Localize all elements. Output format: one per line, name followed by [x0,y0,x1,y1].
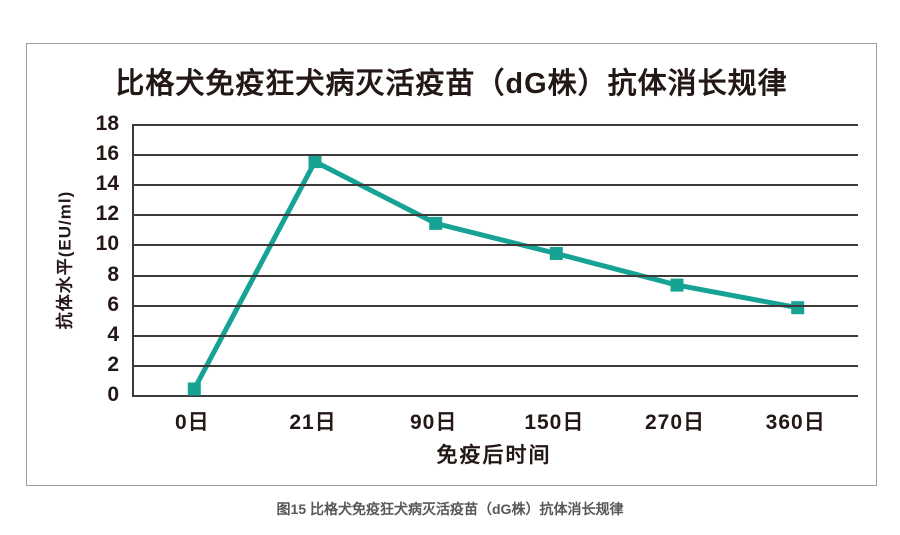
x-tick-label: 21日 [289,411,337,434]
x-tick-label: 270日 [645,411,706,434]
y-tick-label: 8 [107,262,119,286]
x-tick-labels: 0日 21日 90日 150日 270日 360日 [132,406,856,436]
y-tick-label: 16 [95,142,119,166]
gridline [132,214,858,217]
plot-area [132,124,858,397]
y-tick-label: 4 [107,322,119,346]
data-point-marker [308,155,322,169]
x-tick-label: 150日 [524,411,585,434]
y-tick-label: 12 [95,202,119,226]
gridline [132,154,858,157]
x-tick-label: 90日 [410,411,458,434]
data-point-marker [791,301,805,315]
series-line [192,158,799,391]
y-tick-label: 0 [107,383,119,406]
gridline [132,364,858,367]
y-tick-labels: 0 2 4 6 8 10 12 14 16 18 [69,113,119,406]
figure-caption: 图15 比格犬免疫狂犬病灭活疫苗（dG株）抗体消长规律 [276,501,624,517]
series-line-svg [187,155,805,396]
gridline [132,124,858,126]
y-tick-label: 18 [95,112,119,135]
data-point-marker [429,216,443,230]
y-tick-label: 14 [95,172,119,196]
chart-title: 比格犬免疫狂犬病灭活疫苗（dG株）抗体消长规律 [115,68,788,100]
data-point-marker [549,247,563,260]
gridline [132,274,858,277]
gridline [132,304,858,307]
y-tick-label: 10 [95,232,119,256]
y-tick-label: 6 [107,292,119,316]
x-axis-title: 免疫后时间 [436,444,552,467]
data-point-marker [670,278,684,292]
gridline [132,244,858,247]
gridline [132,184,858,187]
gridline [132,334,858,337]
data-point-marker [187,382,201,396]
x-tick-label: 360日 [765,411,826,434]
x-tick-label: 0日 [174,411,210,434]
y-tick-label: 2 [107,352,119,376]
